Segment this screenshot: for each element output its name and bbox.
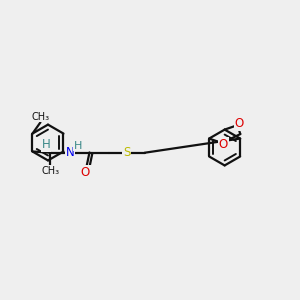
Text: O: O xyxy=(81,166,90,178)
Text: S: S xyxy=(123,146,130,159)
Text: CH₃: CH₃ xyxy=(41,166,59,176)
Text: CH₃: CH₃ xyxy=(32,112,50,122)
Text: O: O xyxy=(234,117,244,130)
Text: N: N xyxy=(65,146,74,159)
Text: O: O xyxy=(219,138,228,151)
Text: H: H xyxy=(74,141,82,151)
Text: H: H xyxy=(41,138,50,151)
